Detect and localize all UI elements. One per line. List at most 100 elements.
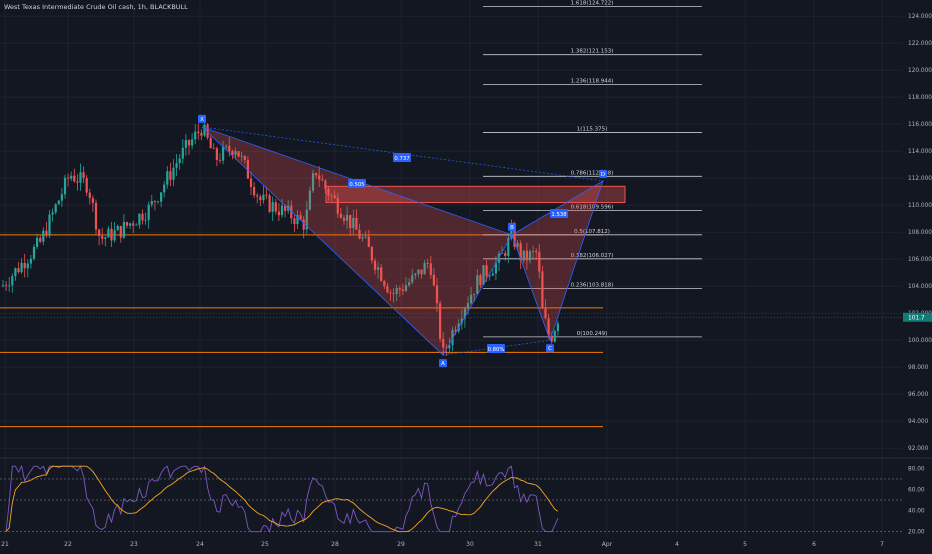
- pattern-point-label: B: [510, 225, 514, 231]
- x-axis-tick-label: 7: [880, 541, 884, 548]
- candle-body: [187, 140, 191, 146]
- y-axis-tick-label: 106.000: [908, 257, 932, 263]
- candle-body: [197, 131, 200, 133]
- candle-body: [225, 145, 228, 147]
- candle-body: [556, 323, 559, 331]
- pattern-point-badge: [599, 169, 607, 178]
- pattern-point-label: D: [601, 172, 605, 178]
- candle-body: [507, 238, 510, 256]
- candle-body: [417, 269, 420, 274]
- candle-body: [315, 173, 318, 176]
- candle-body: [135, 224, 138, 226]
- pattern-point-label: X: [200, 117, 204, 123]
- x-axis-tick-label: 5: [743, 541, 747, 548]
- candle-body: [125, 222, 129, 226]
- y-axis-tick-label: 124.000: [908, 14, 932, 20]
- candle-body: [367, 236, 370, 248]
- candle-body: [259, 196, 262, 201]
- candle-body: [51, 212, 54, 215]
- candle-body: [166, 171, 169, 185]
- candle-body: [246, 159, 249, 179]
- candle-body: [488, 275, 491, 277]
- x-axis-tick-label: 31: [534, 541, 542, 548]
- x-axis-tick-label: 28: [331, 541, 339, 548]
- candle-body: [8, 285, 11, 287]
- chart-title: West Texas Intermediate Crude Oil cash, …: [4, 3, 188, 11]
- candle-body: [528, 251, 532, 261]
- y-axis-tick-label: 116.000: [908, 122, 932, 128]
- candle-body: [463, 308, 466, 319]
- candle-body: [262, 194, 265, 201]
- candle-body: [426, 262, 429, 264]
- fib-level-label: 0.236(103.818): [571, 283, 614, 289]
- candle-body: [14, 268, 17, 277]
- fib-level-label: 0.618(109.596): [571, 205, 614, 211]
- candle-body: [45, 230, 48, 236]
- candle-body: [73, 175, 76, 182]
- fib-level-label: 1(115.375): [577, 127, 608, 133]
- candle-body: [451, 330, 454, 346]
- candle-body: [116, 226, 119, 231]
- pattern-ratio-label: 0.505: [349, 182, 364, 188]
- y-axis-tick-label: 104.000: [908, 284, 932, 290]
- pattern-xd-line: [201, 126, 604, 182]
- candle-body: [268, 195, 271, 212]
- x-axis-tick-label: 29: [397, 541, 405, 548]
- candle-body: [349, 214, 352, 229]
- candle-body: [280, 205, 284, 216]
- x-axis-tick-label: 25: [261, 541, 269, 548]
- candle-body: [336, 197, 339, 214]
- candle-body: [153, 201, 156, 203]
- candle-body: [494, 262, 497, 274]
- candle-body: [256, 195, 259, 197]
- candle-body: [476, 275, 479, 294]
- candle-body: [218, 159, 222, 161]
- candle-body: [296, 215, 299, 225]
- candle-body: [510, 227, 513, 239]
- candle-body: [321, 179, 324, 181]
- candle-body: [408, 282, 411, 286]
- x-axis-tick-label: 21: [1, 541, 9, 548]
- fib-level-label: 0.382(106.027): [571, 253, 614, 259]
- fib-level-label: 0.786(112.138): [571, 170, 614, 176]
- x-axis-tick-label: 23: [130, 541, 138, 548]
- rsi-ma-line: [5, 465, 559, 533]
- pattern-point-label: A: [441, 361, 445, 367]
- candle-body: [370, 247, 373, 261]
- candle-body: [429, 263, 432, 275]
- candle-body: [299, 215, 302, 220]
- candle-body: [147, 204, 150, 220]
- candle-body: [361, 237, 364, 239]
- candle-body: [178, 158, 181, 164]
- y-axis-tick-label: 98.000: [908, 365, 929, 371]
- y-axis-tick-label: 108.000: [908, 230, 932, 236]
- x-axis-tick-label: 30: [466, 541, 474, 548]
- candle-body: [293, 218, 296, 225]
- candle-body: [445, 347, 448, 349]
- pattern-ratio-badge: [487, 344, 505, 353]
- candle-body: [169, 171, 172, 180]
- candle-body: [231, 151, 234, 155]
- pattern-ratio-label: 1.538: [551, 212, 567, 218]
- candle-body: [386, 285, 389, 293]
- y-axis-tick-label: 96.000: [908, 392, 929, 398]
- candle-body: [110, 228, 113, 241]
- pattern-ratio-label: 0.80%: [488, 347, 505, 353]
- candle-body: [522, 250, 525, 261]
- candle-body: [36, 237, 39, 247]
- candle-body: [547, 318, 550, 336]
- candle-body: [435, 285, 439, 304]
- candle-body: [70, 175, 73, 179]
- candle-body: [119, 226, 122, 238]
- candle-body: [541, 271, 544, 309]
- candle-body: [265, 194, 268, 196]
- x-axis-tick-label: 24: [196, 541, 204, 548]
- pattern-ratio-label: 0.737: [394, 156, 409, 162]
- candle-body: [501, 253, 504, 254]
- candle-body: [302, 219, 305, 230]
- candle-body: [342, 217, 346, 221]
- candle-body: [513, 227, 516, 247]
- candle-body: [516, 243, 519, 247]
